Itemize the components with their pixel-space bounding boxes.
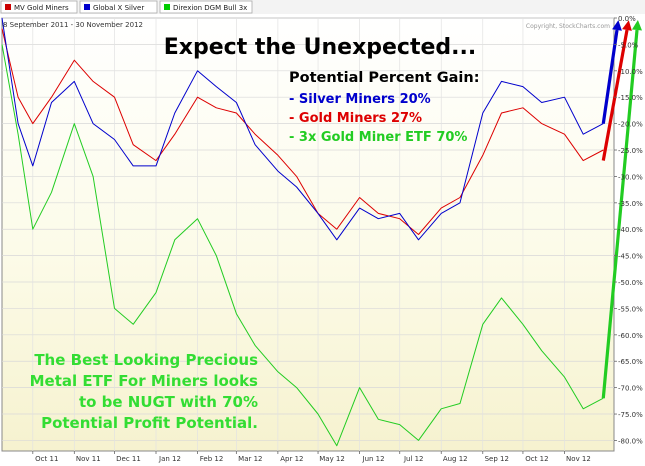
grid	[2, 17, 614, 451]
projection-arrow	[601, 29, 629, 161]
legend-label: Global X Silver	[93, 4, 144, 12]
y-tick-label: -45.0%	[618, 253, 643, 261]
y-tick-label: -40.0%	[618, 226, 643, 234]
x-tick-label: Apr 12	[280, 455, 303, 463]
y-tick-label: -70.0%	[618, 385, 643, 393]
copyright: Copyright, StockCharts.com	[526, 23, 610, 30]
x-tick-label: Oct 11	[35, 455, 58, 463]
legend-label: MV Gold Miners	[14, 4, 69, 12]
y-tick-label: -20.0%	[618, 121, 643, 129]
headline: Expect the Unexpected...	[164, 35, 476, 60]
legend-swatch	[5, 4, 11, 10]
gain-line-silver: - Silver Miners 20%	[289, 92, 431, 107]
y-tick-label: -80.0%	[618, 437, 643, 445]
legend-item-gold: MV Gold Miners	[0, 0, 78, 14]
projection-arrow	[601, 29, 619, 124]
y-tick-label: -35.0%	[618, 200, 643, 208]
y-axis: 0.0% -5.0% -10.0% -15.0% -20.0% -25.0% -30.0% -…	[614, 15, 643, 445]
note-line: Metal ETF For Miners looks	[30, 372, 258, 390]
note-line: The Best Looking Precious	[34, 351, 258, 369]
x-tick-label: Nov 12	[566, 455, 591, 463]
x-tick-label: Dec 11	[116, 455, 141, 463]
gain-title: Potential Percent Gain:	[289, 70, 480, 86]
arrow-layer	[601, 20, 642, 399]
y-tick-label: -10.0%	[618, 68, 643, 76]
projection-arrow-head	[622, 20, 632, 31]
date-range: 8 September 2011 - 30 November 2012	[3, 21, 143, 29]
y-tick-label: -75.0%	[618, 411, 643, 419]
gain-line-gold3x: - 3x Gold Miner ETF 70%	[289, 130, 467, 145]
note-line: to be NUGT with 70%	[79, 393, 258, 411]
x-tick-label: Nov 11	[76, 455, 101, 463]
series-line-mv-gold-miners	[1, 28, 604, 235]
y-tick-label: -30.0%	[618, 173, 643, 181]
plot-area	[1, 17, 615, 452]
legend-swatch	[164, 4, 170, 10]
x-tick-label: Aug 12	[443, 455, 468, 463]
y-tick-label: -5.0%	[618, 41, 639, 49]
y-tick-label: -60.0%	[618, 332, 643, 340]
x-tick-label: Mar 12	[238, 455, 262, 463]
note-block: The Best Looking Precious Metal ETF For …	[30, 351, 258, 432]
projection-arrow-head	[632, 20, 642, 31]
y-tick-label: -50.0%	[618, 279, 643, 287]
legend-label: Direxion DGM Bull 3x	[173, 4, 247, 12]
y-tick-label: -15.0%	[618, 94, 643, 102]
note-line: Potential Profit Potential.	[41, 414, 258, 432]
x-tick-label: Jun 12	[362, 455, 385, 463]
series-layer	[1, 17, 604, 447]
legend-swatch	[84, 4, 90, 10]
x-tick-label: Oct 12	[525, 455, 548, 463]
projection-arrow	[601, 29, 639, 399]
legend-item-gold3x: Direxion DGM Bull 3x	[159, 0, 253, 14]
y-tick-label: -55.0%	[618, 305, 643, 313]
legend-item-silver: Global X Silver	[79, 0, 158, 14]
x-tick-label: Jul 12	[403, 455, 424, 463]
x-tick-label: May 12	[319, 455, 345, 463]
x-axis: Oct 11 Nov 11 Dec 11 Jan 12 Feb 12 Mar 12 Apr …	[32, 451, 591, 463]
y-tick-label: -25.0%	[618, 147, 643, 155]
series-line-global-x-silver	[1, 17, 604, 241]
projection-arrow-head	[612, 20, 622, 31]
x-tick-label: Feb 12	[200, 455, 224, 463]
y-tick-label: -65.0%	[618, 358, 643, 366]
y-tick-label: 0.0%	[618, 15, 636, 23]
x-tick-label: Sep 12	[485, 455, 509, 463]
series-line-direxion-dgm-bull-3x	[1, 44, 604, 447]
gain-line-gold: - Gold Miners 27%	[289, 111, 422, 126]
x-tick-label: Jan 12	[158, 455, 181, 463]
